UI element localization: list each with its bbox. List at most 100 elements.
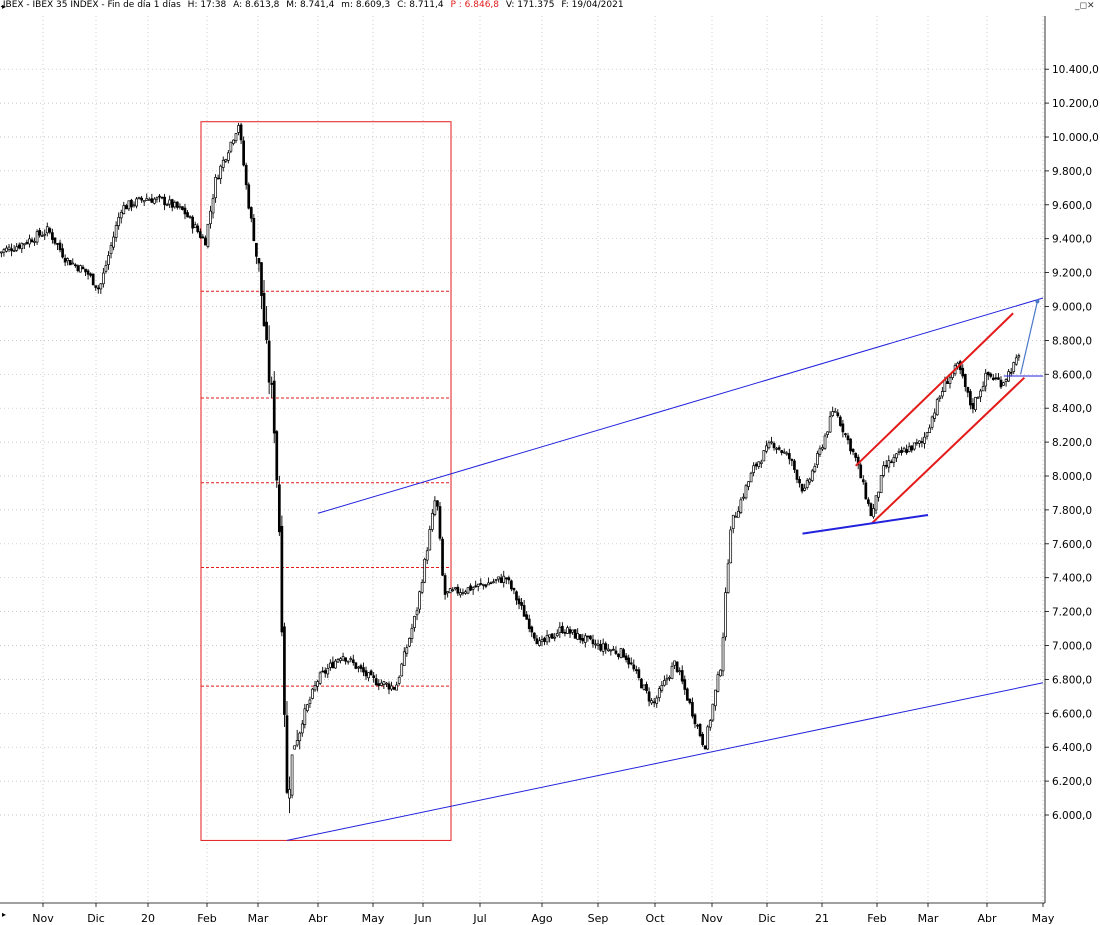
candle-body [918, 440, 921, 444]
candles [0, 122, 1021, 814]
x-tick-label: Abr [977, 912, 997, 925]
candle-body [997, 377, 1000, 380]
candle-body [887, 460, 891, 468]
x-tick-label: Abr [308, 912, 328, 925]
candle-body [657, 688, 661, 698]
candle-body [601, 643, 605, 652]
candle-body [604, 643, 608, 650]
candle-body [640, 678, 643, 689]
candle-body [81, 266, 85, 270]
candle-body [851, 448, 855, 453]
projection-endpoint [1035, 299, 1040, 304]
candle-body [836, 412, 840, 417]
candle-body [790, 458, 794, 461]
candle-body [326, 668, 330, 675]
candle-body [290, 754, 294, 796]
candle-body [497, 576, 500, 580]
candle-body [818, 448, 822, 455]
candle-body [701, 734, 704, 745]
y-tick-label: 9.400,0 [1052, 234, 1092, 246]
x-tick-label: 21 [815, 912, 829, 925]
footer-arrow-icon: ▸ [2, 910, 7, 919]
candle-body [974, 397, 977, 411]
candle-body [487, 582, 490, 586]
candle-body [211, 198, 215, 214]
candle-body [372, 675, 376, 678]
candle-body [446, 591, 449, 594]
candle-body [461, 592, 465, 594]
candle-body [420, 582, 424, 593]
candle-body [594, 643, 597, 646]
candle-body [864, 482, 868, 500]
candle-body [354, 662, 358, 669]
y-tick-label: 7.400,0 [1052, 573, 1092, 585]
candle-body [729, 529, 733, 564]
x-tick-label: Feb [867, 912, 886, 925]
candle-body [408, 637, 411, 647]
candle-body [736, 510, 740, 518]
candle-body [703, 745, 707, 750]
candle-body [522, 605, 526, 617]
candle-body [390, 685, 393, 690]
candle-body [186, 212, 189, 218]
candle-body [479, 582, 483, 585]
candle-body [15, 246, 19, 251]
candle-body [752, 465, 755, 473]
candle-body [209, 210, 212, 225]
candle-body [415, 610, 419, 616]
header-open: A: 8.613,8 [233, 0, 280, 10]
candle-body [874, 495, 878, 511]
window-controls[interactable]: _◻✕ [1075, 1, 1095, 11]
candle-body [571, 629, 574, 633]
candle-body [385, 682, 388, 685]
candle-body [308, 699, 312, 704]
candle-body [321, 670, 325, 673]
candle-body [127, 200, 131, 210]
x-tick-label: May [1032, 912, 1055, 925]
candle-body [591, 639, 595, 645]
x-tick-label: Feb [197, 912, 216, 925]
candle-body [726, 563, 730, 593]
candle-body [826, 431, 829, 435]
candle-body [469, 585, 472, 591]
candle-body [397, 676, 401, 684]
candle-body [494, 579, 498, 581]
candle-body [512, 588, 516, 591]
candle-body [456, 586, 460, 594]
candle-body [17, 244, 21, 249]
header-symbol: .IBEX - IBEX 35 INDEX - Fin de día 1 día… [0, 0, 181, 10]
candle-body [793, 460, 796, 470]
candle-body [346, 660, 350, 663]
candle-body [867, 499, 870, 504]
candle-body [53, 237, 57, 244]
candle-body [86, 270, 90, 275]
candle-body [277, 484, 281, 533]
candle-body [637, 669, 641, 678]
candle-body [889, 461, 893, 464]
candle-body [117, 217, 121, 227]
candle-body [655, 697, 659, 704]
candle-body [879, 475, 883, 494]
candle-body [538, 640, 541, 646]
candle-body [433, 500, 437, 515]
candle-body [112, 236, 115, 248]
candle-body [170, 199, 174, 208]
candle-body [339, 658, 342, 661]
candle-body [757, 461, 761, 467]
candle-body [132, 204, 136, 207]
candle-body [410, 627, 414, 639]
candle-body [362, 667, 365, 673]
candle-body [583, 635, 587, 643]
candle-body [216, 177, 220, 180]
candle-body [344, 657, 347, 662]
candle-body [387, 683, 391, 690]
candle-body [160, 196, 164, 199]
candle-body [0, 251, 3, 254]
candle-body [532, 632, 536, 639]
candle-body [61, 248, 64, 258]
candle-body [795, 469, 799, 480]
candle-body [68, 260, 72, 266]
y-tick-label: 9.800,0 [1052, 166, 1092, 178]
candle-body [920, 441, 924, 443]
